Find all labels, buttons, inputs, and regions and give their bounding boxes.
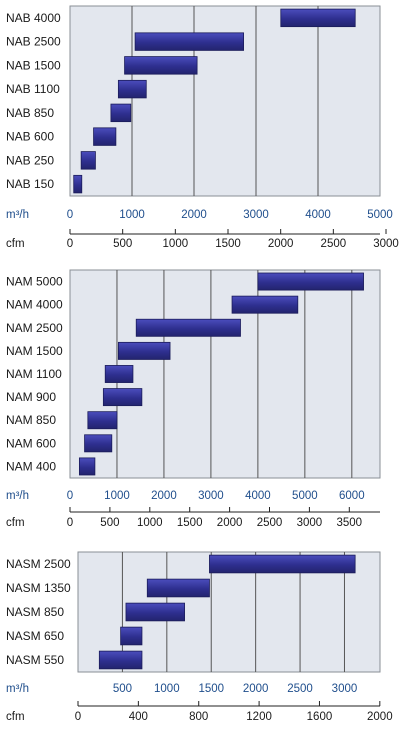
bar-nam-5000 <box>257 272 364 291</box>
category-label: NASM 550 <box>6 653 64 667</box>
category-label: NASM 650 <box>6 629 64 643</box>
category-label: NAM 1100 <box>6 367 62 381</box>
category-label: NAB 250 <box>6 153 54 167</box>
m3h-tick-label: 0 <box>67 209 73 221</box>
bar-nab-2500 <box>134 32 245 51</box>
cfm-tick-label: 1000 <box>163 238 189 250</box>
unit-m3h-label: m³/h <box>6 209 29 221</box>
category-label: NAB 600 <box>6 130 54 144</box>
m3h-tick-label: 3000 <box>332 683 358 695</box>
cfm-tick-label: 0 <box>67 238 73 250</box>
cfm-tick-label: 1500 <box>177 517 203 529</box>
bar-nasm-650 <box>120 626 143 646</box>
m3h-tick-label: 6000 <box>339 490 365 502</box>
cfm-tick-label: 500 <box>100 517 119 529</box>
category-label: NASM 850 <box>6 605 64 619</box>
cfm-tick-label: 2500 <box>257 517 283 529</box>
bar-nam-600 <box>84 434 113 453</box>
cfm-tick-label: 1000 <box>137 517 163 529</box>
category-label: NAB 4000 <box>6 11 61 25</box>
unit-m3h-label: m³/h <box>6 683 29 695</box>
category-label: NAB 850 <box>6 106 54 120</box>
category-label: NAB 2500 <box>6 35 61 49</box>
m3h-tick-label: 1500 <box>198 683 224 695</box>
bar-nam-4000 <box>231 295 299 314</box>
bar-nam-900 <box>102 388 143 407</box>
bar-nab-4000 <box>280 8 356 28</box>
cfm-tick-label: 3000 <box>297 517 323 529</box>
cfm-tick-label: 3500 <box>337 517 363 529</box>
bar-nab-150 <box>73 174 83 194</box>
bar-nam-1100 <box>104 365 134 383</box>
m3h-tick-label: 2000 <box>151 490 177 502</box>
m3h-tick-label: 2500 <box>287 683 313 695</box>
category-label: NAM 600 <box>6 436 56 450</box>
unit-cfm-label: cfm <box>6 711 25 723</box>
category-label: NAM 1500 <box>6 344 63 358</box>
m3h-tick-label: 1000 <box>104 490 130 502</box>
m3h-tick-label: 5000 <box>367 209 393 221</box>
m3h-tick-label: 4000 <box>305 209 331 221</box>
cfm-tick-label: 3000 <box>373 238 399 250</box>
cfm-tick-label: 0 <box>75 711 81 723</box>
unit-m3h-label: m³/h <box>6 490 29 502</box>
cfm-tick-label: 2500 <box>321 238 347 250</box>
bar-nam-2500 <box>135 318 241 337</box>
cfm-tick-label: 400 <box>129 711 148 723</box>
m3h-tick-label: 1000 <box>154 683 180 695</box>
category-label: NAB 1100 <box>6 82 60 96</box>
unit-cfm-label: cfm <box>6 238 25 250</box>
bar-nab-1500 <box>124 56 198 75</box>
cfm-tick-label: 2000 <box>217 517 243 529</box>
cfm-tick-label: 0 <box>67 517 73 529</box>
category-label: NASM 2500 <box>6 557 71 571</box>
m3h-tick-label: 5000 <box>292 490 318 502</box>
bar-nasm-1350 <box>146 578 210 598</box>
m3h-tick-label: 2000 <box>181 209 207 221</box>
category-label: NAM 5000 <box>6 275 63 289</box>
category-label: NAB 150 <box>6 177 54 191</box>
m3h-tick-label: 0 <box>67 490 73 502</box>
cfm-tick-label: 1500 <box>215 238 241 250</box>
m3h-tick-label: 4000 <box>245 490 271 502</box>
bar-nab-1100 <box>117 79 147 99</box>
bar-nasm-850 <box>125 602 185 622</box>
bar-nam-1500 <box>117 341 171 360</box>
chart-panel-3: NASM 2500 NASM 1350 NASM 850 NASM 650 NASM 5… <box>6 551 393 723</box>
bar-nab-250 <box>80 151 96 170</box>
m3h-tick-label: 1000 <box>119 209 145 221</box>
category-label: NAM 2500 <box>6 321 63 335</box>
category-label: NAM 900 <box>6 390 56 404</box>
cfm-tick-label: 1200 <box>246 711 272 723</box>
cfm-tick-label: 800 <box>189 711 208 723</box>
bar-nab-600 <box>93 127 117 146</box>
category-label: NAB 1500 <box>6 58 61 72</box>
cfm-tick-label: 500 <box>113 238 132 250</box>
bar-nam-400 <box>78 457 96 476</box>
m3h-tick-label: 2000 <box>243 683 269 695</box>
category-label: NAM 4000 <box>6 298 63 312</box>
bar-nasm-2500 <box>209 554 356 574</box>
bar-nam-850 <box>87 411 118 430</box>
category-label: NAM 850 <box>6 413 56 427</box>
category-label: NAM 400 <box>6 459 56 473</box>
cfm-tick-label: 2000 <box>268 238 294 250</box>
category-label: NASM 1350 <box>6 581 71 595</box>
cfm-tick-label: 1600 <box>307 711 333 723</box>
bar-nasm-550 <box>98 650 143 670</box>
m3h-tick-label: 500 <box>113 683 132 695</box>
m3h-tick-label: 3000 <box>243 209 269 221</box>
cfm-tick-label: 2000 <box>367 711 393 723</box>
m3h-tick-label: 3000 <box>198 490 224 502</box>
unit-cfm-label: cfm <box>6 517 25 529</box>
bar-nab-850 <box>110 103 132 123</box>
